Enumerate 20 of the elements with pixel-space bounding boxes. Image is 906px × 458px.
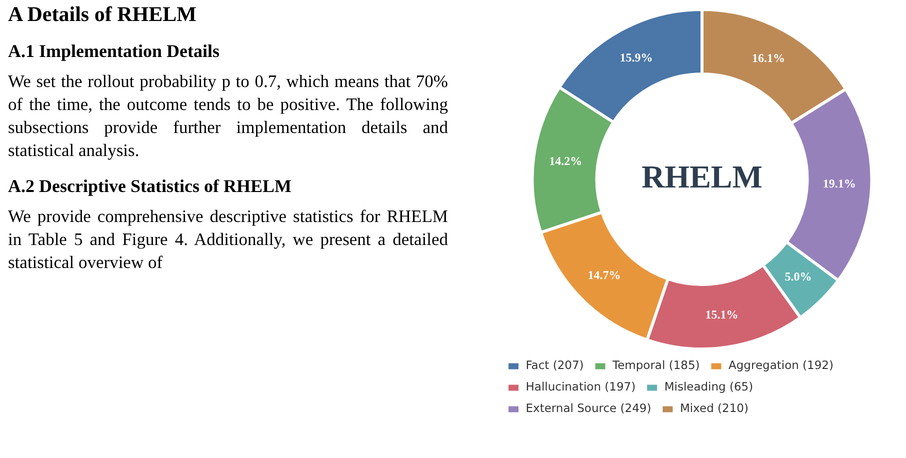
legend-label: Temporal (185) xyxy=(612,358,700,372)
text: RHELM xyxy=(642,158,762,195)
legend-label: Misleading (65) xyxy=(664,380,754,394)
text: We set the rollout probability p to 0.7, which means that 70% of the time, the outcome tends to be positive. The following subsections provide further implementation details and statistical analysis. xyxy=(8,70,448,162)
legend-label: Fact (207) xyxy=(526,358,584,372)
data-label: 16.1% xyxy=(752,51,786,66)
text: A.2 Descriptive Statistics of RHELM xyxy=(8,176,292,197)
data-label: 15.9% xyxy=(620,50,653,65)
legend-label: Aggregation (192) xyxy=(728,358,834,372)
data-label: 15.1% xyxy=(705,307,738,322)
legend-label: Mixed (210) xyxy=(680,401,748,416)
legend-label: External Source (249) xyxy=(526,401,652,416)
data-label: 14.2% xyxy=(549,154,582,168)
data-label: 19.1% xyxy=(822,176,856,191)
data-label: 5.0% xyxy=(784,270,812,284)
text: A.1 Implementation Details xyxy=(8,41,220,62)
text: A Details of RHELM xyxy=(8,2,198,27)
data-label: 14.7% xyxy=(588,268,621,282)
text: We provide comprehensive descriptive statistics for RHELM in Table 5 and Figure 4. Additionally, we present a detailed statistical overview of xyxy=(8,205,448,274)
legend-label: Hallucination (197) xyxy=(526,380,636,394)
